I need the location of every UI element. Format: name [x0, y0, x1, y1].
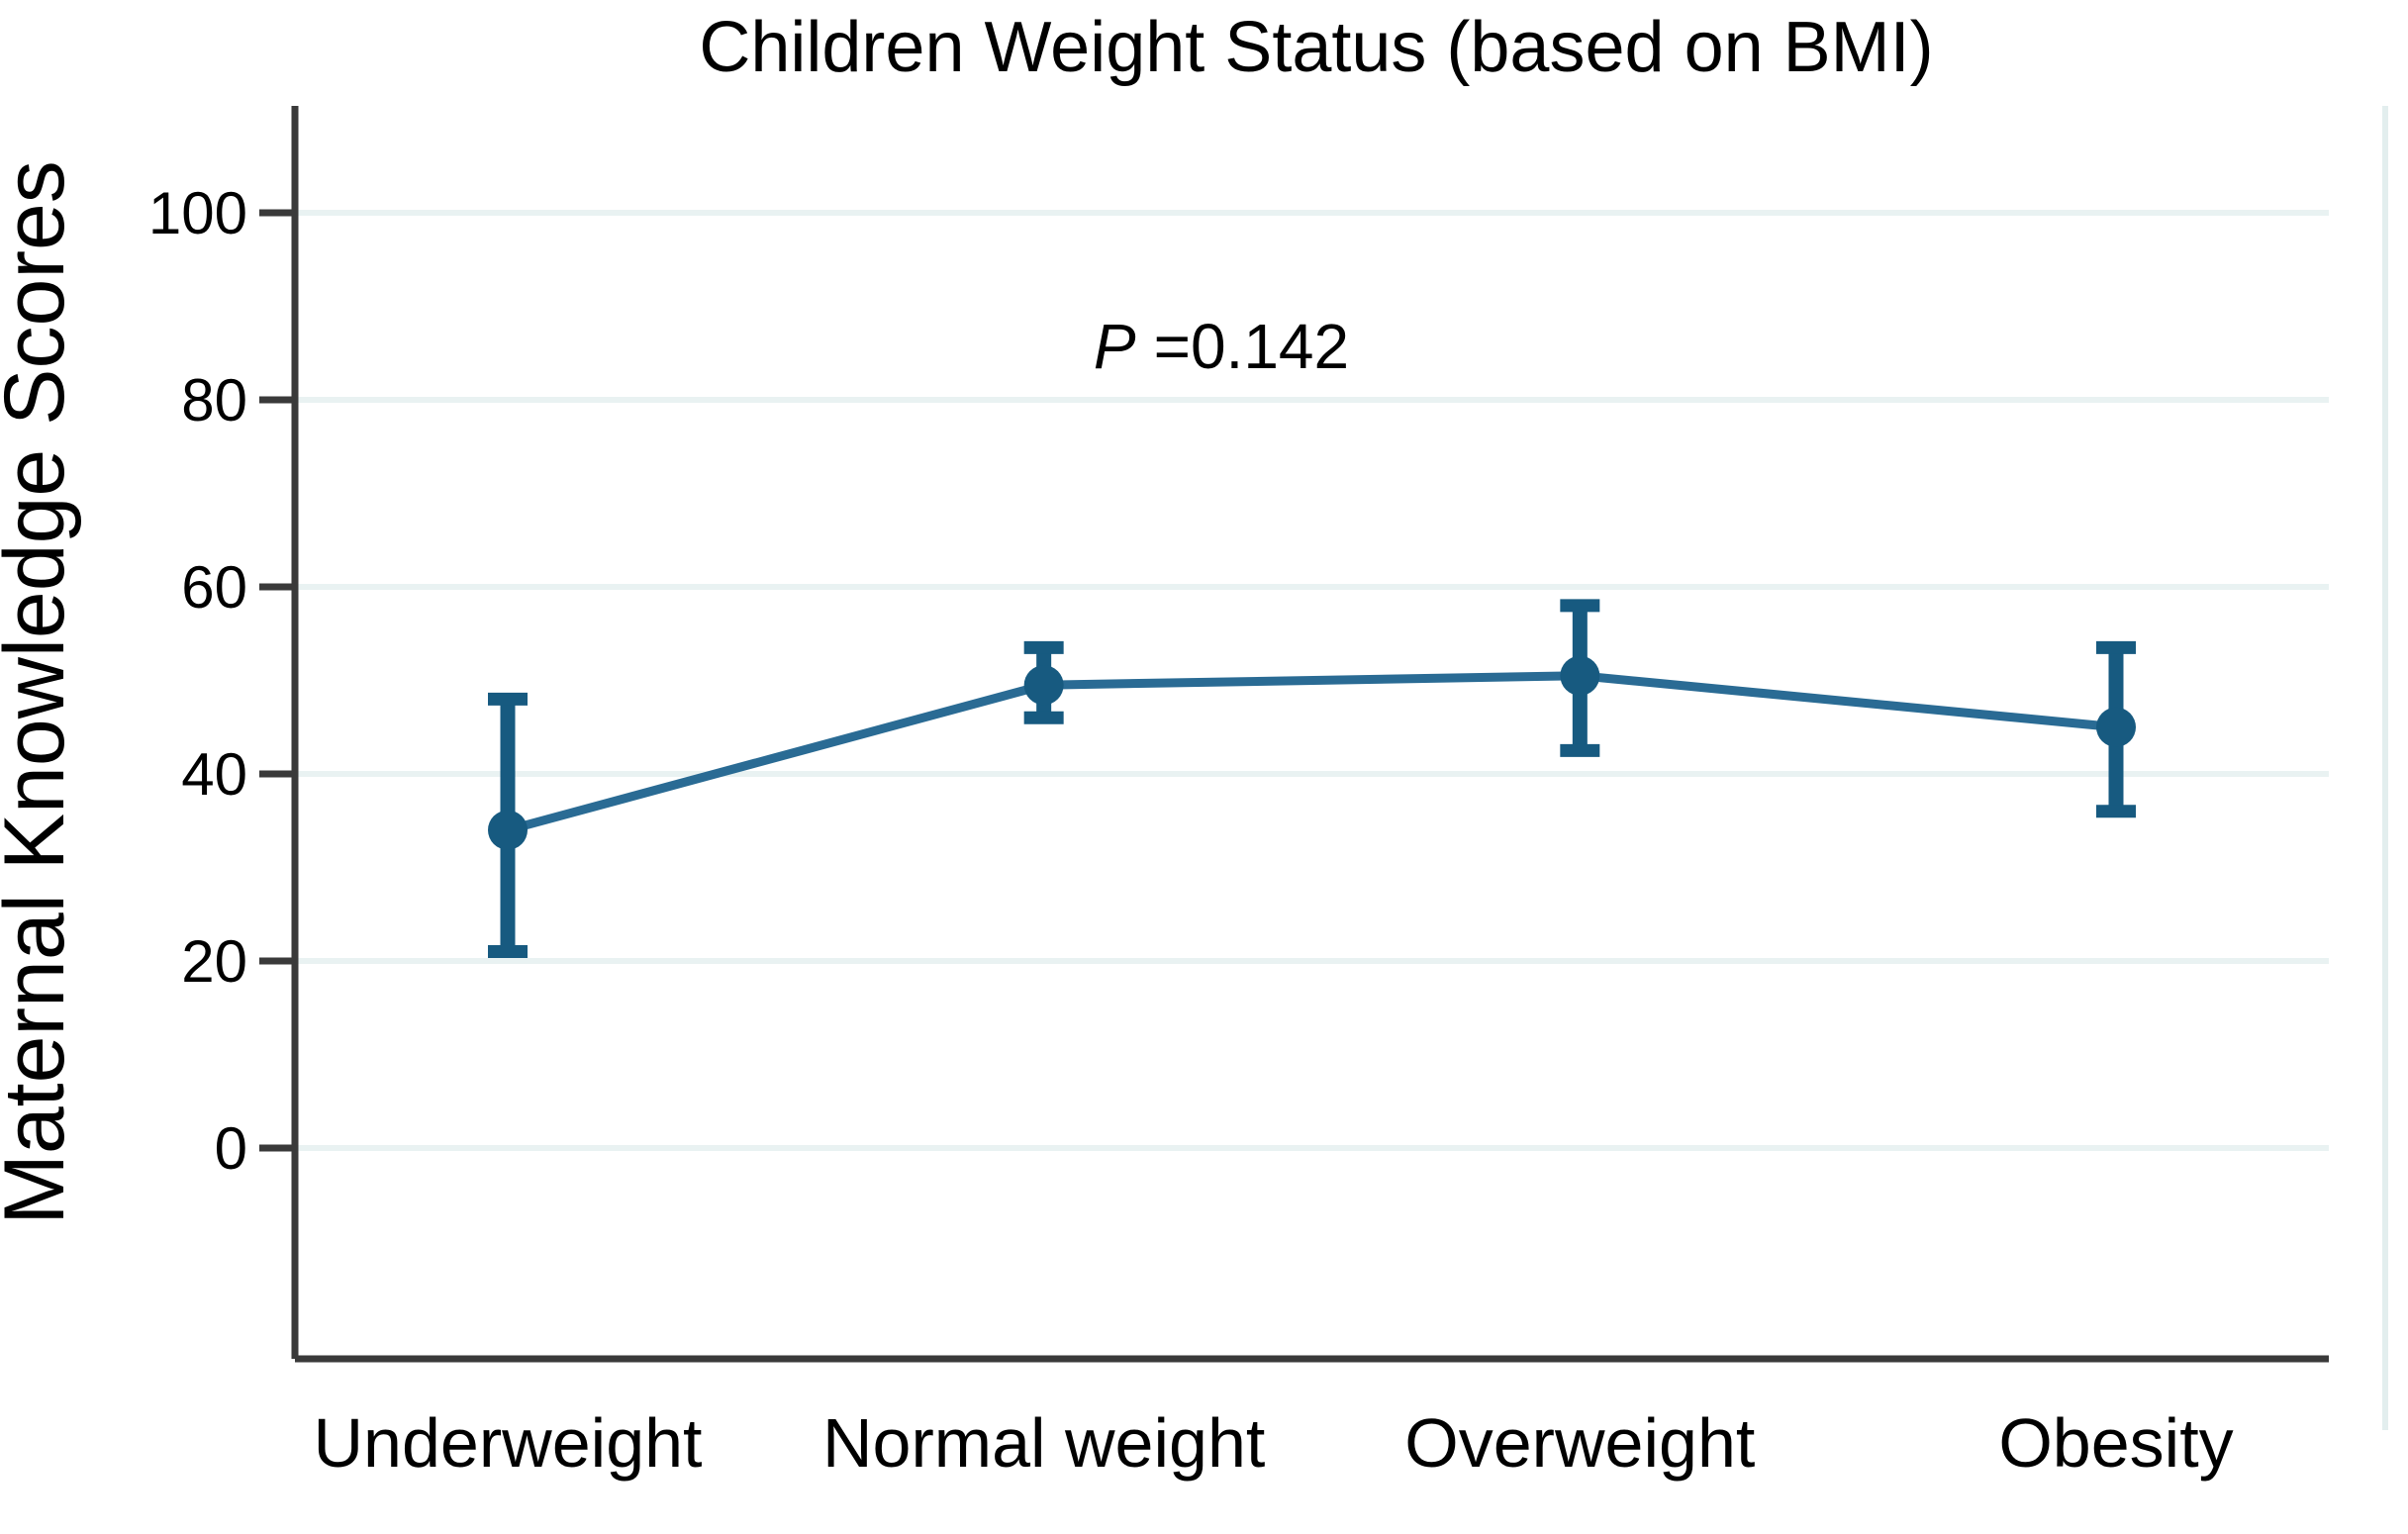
p-annotation-prefix: P: [1094, 311, 1136, 382]
y-tick-label: 80: [181, 367, 247, 433]
y-tick-label: 0: [215, 1115, 247, 1182]
y-tick-label: 60: [181, 554, 247, 621]
p-value-annotation: P =0.142: [1094, 311, 1349, 382]
series-line: [506, 671, 2117, 835]
axes: [259, 106, 2329, 1363]
y-axis-title: Maternal Knowledge Scores: [0, 160, 82, 1225]
x-category-label: Normal weight: [822, 1404, 1265, 1482]
data-point-marker: [1560, 655, 1600, 696]
data-point-marker: [2096, 707, 2136, 747]
x-category-label: Underweight: [314, 1404, 703, 1482]
p-annotation-value: =0.142: [1154, 311, 1350, 382]
x-category-label: Overweight: [1404, 1404, 1755, 1482]
y-tick-label: 100: [148, 180, 247, 246]
data-series: [488, 599, 2136, 959]
axis-labels: 0 20 40 60 80 100 Underweight Normal weight Over…: [148, 180, 2234, 1482]
chart-title: Children Weight Status (based on BMI): [699, 8, 1933, 87]
data-point-marker: [488, 810, 528, 850]
gridlines: [295, 106, 2388, 1430]
x-category-label: Obesity: [1998, 1404, 2233, 1482]
y-tick-label: 40: [181, 741, 247, 808]
data-point-marker: [1023, 665, 1064, 706]
y-tick-label: 20: [181, 928, 247, 995]
